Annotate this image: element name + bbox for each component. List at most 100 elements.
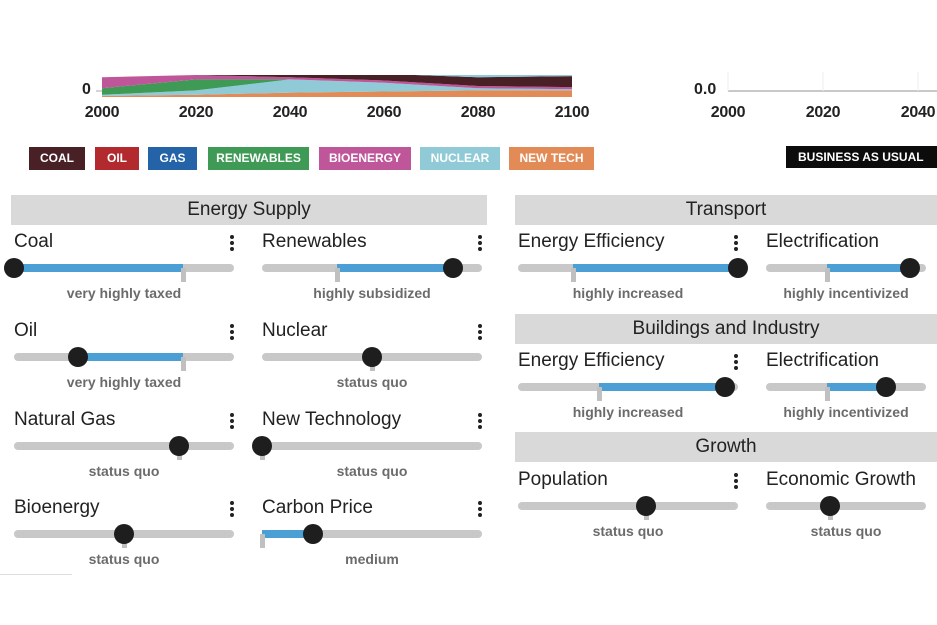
slider-thumb[interactable] (876, 377, 896, 397)
slider-track[interactable] (518, 496, 738, 520)
slider-fill (336, 264, 454, 272)
more-options-icon[interactable] (732, 233, 740, 253)
legend-gas[interactable]: GAS (148, 147, 197, 170)
panel-border (0, 574, 72, 575)
area-nuclear (102, 79, 572, 96)
slider-fill (826, 264, 910, 272)
slider-fill (77, 353, 184, 361)
slider-title: Coal (14, 231, 54, 252)
legend-oil[interactable]: OIL (95, 147, 139, 170)
more-options-icon[interactable] (228, 322, 236, 342)
slider-track[interactable] (14, 347, 234, 371)
slider-track[interactable] (4, 258, 234, 282)
slider-title: Carbon Price (262, 497, 373, 518)
slider-track[interactable] (262, 258, 482, 282)
status-quo-marker (181, 357, 187, 371)
slider-value-label: highly incentivized (783, 285, 909, 301)
more-options-icon[interactable] (228, 233, 236, 253)
more-options-icon[interactable] (476, 499, 484, 519)
legend-renewables[interactable]: RENEWABLES (208, 147, 309, 170)
slider-value-label: status quo (88, 463, 160, 479)
slider-thumb[interactable] (635, 496, 656, 516)
section-header-energy-supply: Energy Supply (11, 195, 487, 225)
secondary-chart (727, 72, 937, 92)
slider-track[interactable] (766, 496, 926, 520)
more-options-icon[interactable] (732, 352, 740, 372)
area-bioenergy (102, 75, 572, 90)
y-tick-label: 0 (82, 81, 91, 98)
slider-track[interactable] (252, 436, 482, 460)
slider-title: Economic Growth (766, 469, 916, 490)
more-options-icon[interactable] (476, 322, 484, 342)
slider-thumb[interactable] (114, 524, 134, 544)
slider-thumb[interactable] (362, 347, 382, 367)
slider-title: Renewables (262, 231, 367, 252)
slider-thumb[interactable] (728, 258, 748, 278)
slider-thumb[interactable] (900, 258, 920, 278)
legend-bioenergy[interactable]: BIOENERGY (319, 147, 411, 170)
slider-title: Population (518, 469, 608, 490)
section-header-transport: Transport (515, 195, 937, 225)
legend-coal[interactable]: COAL (29, 147, 85, 170)
section-header-buildings: Buildings and Industry (515, 314, 937, 344)
slider-thumb[interactable] (820, 496, 840, 516)
slider-track[interactable] (766, 377, 926, 401)
slider-value-label: status quo (592, 523, 664, 539)
slider-track[interactable] (14, 436, 234, 460)
status-quo-marker (260, 534, 265, 548)
slider-thumb[interactable] (443, 258, 464, 278)
slider-value-label: highly increased (572, 285, 684, 301)
business-as-usual-button[interactable]: BUSINESS AS USUAL (786, 146, 937, 168)
slider-value-label: status quo (336, 374, 408, 390)
x-tick-label: 2060 (366, 104, 402, 121)
slider-thumb[interactable] (252, 436, 272, 456)
slider-title: Electrification (766, 231, 879, 252)
x-tick-label: 2020 (805, 104, 841, 121)
slider-title: Electrification (766, 350, 879, 371)
slider-title: Energy Efficiency (518, 350, 665, 371)
slider-thumb[interactable] (67, 347, 88, 367)
slider-title: Energy Efficiency (518, 231, 665, 252)
slider-thumb[interactable] (169, 436, 189, 456)
more-options-icon[interactable] (228, 499, 236, 519)
area-nuclear-top (102, 75, 572, 78)
x-tick-label: 2000 (710, 104, 746, 121)
slider-value-label: highly incentivized (783, 404, 909, 420)
slider-value-label: very highly taxed (66, 285, 182, 301)
slider-value-label: status quo (810, 523, 882, 539)
x-tick-label: 2000 (84, 104, 120, 121)
legend-new-tech[interactable]: NEW TECH (509, 147, 594, 170)
slider-track[interactable] (766, 258, 926, 282)
slider-fill (262, 530, 313, 538)
status-quo-marker (571, 268, 576, 282)
slider-fill (14, 264, 184, 272)
slider-value-label: medium (345, 551, 399, 567)
status-quo-marker (597, 387, 603, 401)
y-tick-label: 0.0 (694, 81, 717, 98)
slider-thumb[interactable] (714, 377, 735, 397)
more-options-icon[interactable] (476, 411, 484, 431)
slider-fill (826, 383, 886, 391)
slider-value-label: status quo (336, 463, 408, 479)
x-tick-label: 2100 (554, 104, 590, 121)
slider-value-label: very highly taxed (66, 374, 182, 390)
more-options-icon[interactable] (228, 411, 236, 431)
slider-title: New Technology (262, 409, 402, 430)
slider-track[interactable] (518, 258, 748, 282)
status-quo-marker (334, 268, 340, 282)
slider-thumb[interactable] (302, 524, 323, 544)
legend-nuclear[interactable]: NUCLEAR (420, 147, 500, 170)
slider-title: Oil (14, 320, 38, 341)
status-quo-marker (181, 268, 187, 282)
slider-track[interactable] (260, 524, 482, 548)
more-options-icon[interactable] (476, 233, 484, 253)
slider-track[interactable] (14, 524, 234, 548)
energy-supply-chart (96, 75, 572, 97)
slider-track[interactable] (518, 377, 738, 401)
x-tick-label: 2040 (900, 104, 936, 121)
more-options-icon[interactable] (732, 471, 740, 491)
slider-track[interactable] (262, 347, 482, 371)
x-tick-label: 2020 (178, 104, 214, 121)
slider-title: Bioenergy (14, 497, 100, 518)
slider-thumb[interactable] (4, 258, 24, 278)
